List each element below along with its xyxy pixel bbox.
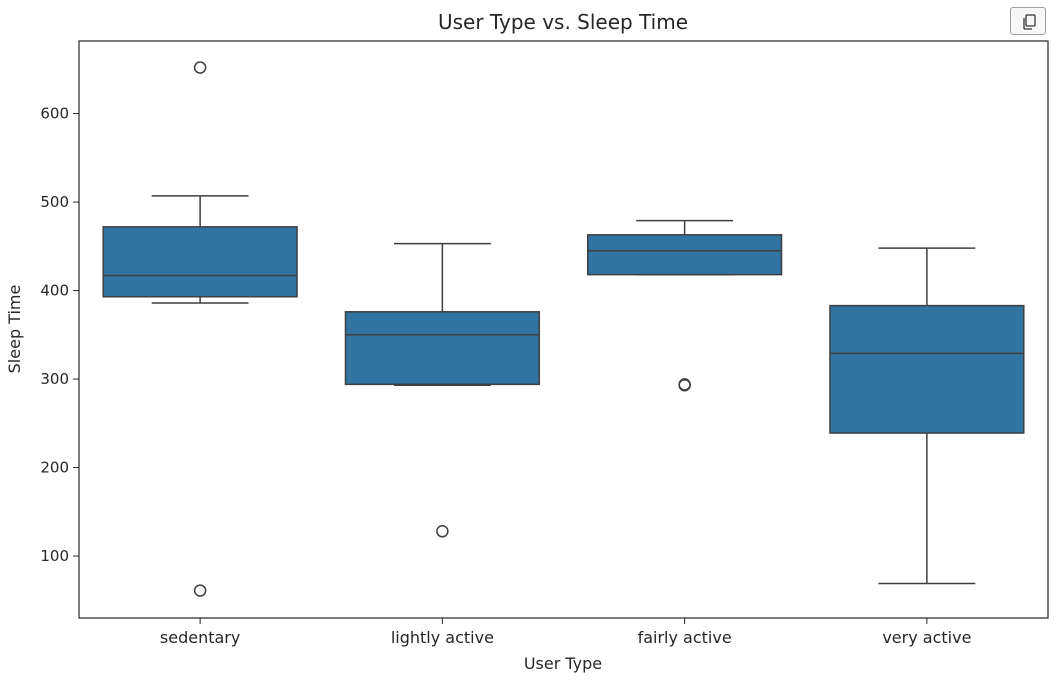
box-group-fairly-active (586, 219, 783, 392)
outlier-point (193, 584, 207, 597)
chart-title: User Type vs. Sleep Time (438, 10, 688, 34)
y-axis-label: Sleep Time (5, 285, 24, 374)
box-iqr (586, 234, 783, 276)
y-axis: 100 200 300 400 500 600 (40, 105, 79, 565)
axes-frame (78, 40, 1049, 619)
copy-button[interactable] (1010, 7, 1046, 35)
x-tick-label: fairly active (638, 628, 732, 647)
y-tick-label: 600 (40, 105, 69, 123)
y-tick-label: 100 (40, 547, 69, 565)
copy-icon (1023, 14, 1036, 30)
box-iqr (102, 226, 298, 298)
y-tick-label: 500 (40, 193, 69, 211)
plot-area (102, 61, 1025, 597)
y-tick-label: 200 (40, 459, 69, 477)
box-group-lightly-active (344, 242, 541, 538)
x-axis-label: User Type (524, 654, 602, 673)
x-tick-label: sedentary (160, 628, 240, 647)
outlier-point (193, 61, 207, 74)
x-axis: sedentary lightly active fairly active very… (160, 618, 971, 647)
box-group-sedentary (102, 61, 298, 597)
x-tick-label: very active (882, 628, 971, 647)
y-tick-label: 400 (40, 282, 69, 300)
y-tick-label: 300 (40, 370, 69, 388)
box-iqr (829, 304, 1025, 434)
x-tick-label: lightly active (391, 628, 494, 647)
box-group-very-active (829, 247, 1025, 585)
box-iqr (344, 311, 541, 386)
outlier-point (436, 525, 449, 538)
outlier-point (678, 379, 691, 392)
